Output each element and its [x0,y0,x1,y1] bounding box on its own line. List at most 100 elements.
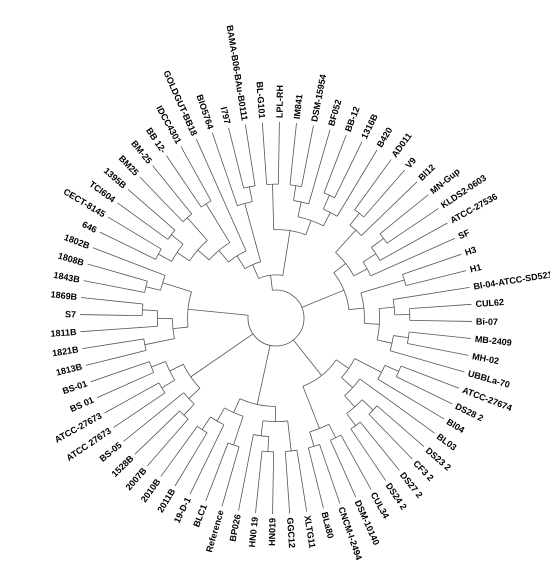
terminal-branch [390,350,465,373]
terminal-branch [393,286,470,300]
terminal-branch [409,303,472,310]
leaf-label: BS-05 [98,440,124,464]
leaf-label: BS 01 [68,395,95,414]
terminal-branch [284,451,291,514]
internal-branch [328,424,337,438]
leaf-label: S7 [65,309,76,319]
clade-arc [368,405,378,415]
leaf-label: 2011B [155,486,177,514]
leaf-label: BP026 [228,513,243,542]
clade-arc [182,213,193,223]
leaf-label: 1869B [50,289,78,302]
internal-branch [244,203,262,262]
leaf-label: MH-02 [471,351,499,366]
internal-branch [293,185,297,201]
internal-branch [176,252,190,262]
internal-branch [371,238,384,248]
internal-branch [169,363,184,372]
internal-branch [301,289,345,308]
internal-branch [233,398,241,413]
clade-arc [297,216,324,227]
clade-arc [197,425,208,434]
terminal-branch [85,349,147,366]
internal-branch [282,230,291,276]
terminal-branch [166,155,202,208]
leaf-label: 1821B [51,344,79,358]
terminal-branch [87,263,148,282]
leaf-label: 1811B [50,327,77,339]
internal-branch [205,203,231,243]
terminal-branch [80,325,158,333]
clade-arc [183,392,195,405]
terminal-branch [323,134,347,194]
internal-branch [393,335,409,339]
terminal-branch [308,129,331,204]
clade-arc [165,361,176,381]
internal-branch [379,306,395,309]
terminal-branch [147,418,189,467]
clade-arc [158,382,166,394]
leaf-label: HN0 19 [247,516,260,547]
terminal-branch [402,253,462,275]
terminal-branch [350,428,386,481]
clade-arc [171,243,184,262]
terminal-branch [409,319,472,322]
clade-arc [376,308,380,341]
clade-arc [330,434,342,441]
leaf-label: IM841 [292,94,305,120]
terminal-branch [377,378,445,420]
terminal-branch [107,216,162,250]
internal-branch [348,307,364,311]
terminal-branch [81,297,143,305]
clade-arc [160,275,166,291]
clade-arc [350,421,361,430]
internal-branch [297,201,302,217]
clade-arc [247,289,305,347]
terminal-branch [289,123,297,185]
internal-branch [305,220,312,235]
internal-branch [302,386,320,429]
internal-branch [260,420,264,436]
leaf-label: 1843B [53,270,81,285]
leaf-label: CUL62 [475,297,504,309]
leaf-label: Reference [204,509,226,554]
terminal-branch [90,361,150,383]
internal-branch [377,339,393,344]
clade-arc [210,416,225,426]
leaf-label: BL-G101 [254,81,267,119]
internal-branch [309,431,315,447]
terminal-branch [261,122,268,185]
leaf-label: CUL34 [369,490,392,520]
clade-arc [273,229,307,236]
terminal-branch [409,331,471,339]
tree-branches [80,122,472,514]
terminal-branch [334,141,363,198]
terminal-branch [370,237,456,277]
clade-arc [187,291,192,328]
internal-branch [256,345,271,405]
leaf-label: I797 [219,106,233,125]
internal-branch [171,234,184,245]
clade-arc [239,398,276,407]
clade-arc [155,248,162,260]
leaf-label: V9 [403,155,418,170]
terminal-branch [405,270,467,287]
clade-arc [335,252,355,277]
leaf-label: BM25 [117,153,141,177]
clade-arc [182,364,201,389]
internal-branch [248,186,253,202]
clade-arc [362,261,372,277]
internal-branch [197,249,210,261]
leaf-label: AD011 [390,131,414,159]
terminal-branch [376,405,425,447]
terminal-branch [361,181,418,236]
internal-branch [236,255,246,269]
terminal-branch [123,392,184,442]
terminal-branch [127,189,176,231]
clade-arc [258,274,283,279]
clade-arc [200,200,212,208]
terminal-branch [396,376,453,405]
internal-branch [187,217,208,241]
internal-branch [287,420,292,452]
terminal-branch [99,231,156,260]
